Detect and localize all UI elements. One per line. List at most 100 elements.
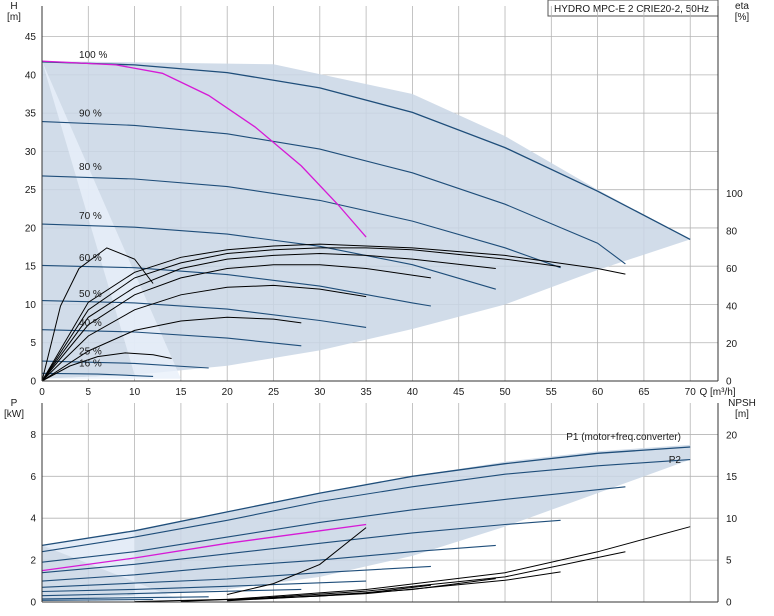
y2-tick-label: 100: [726, 189, 743, 200]
y-tick-label: 40: [25, 70, 37, 81]
y2-tick-label: 80: [726, 227, 738, 238]
x-tick-label: 5: [86, 387, 92, 398]
y-tick-label: 20: [25, 223, 37, 234]
speed-label: 60 %: [79, 253, 102, 264]
speed-curve: [41, 223, 496, 290]
speed-label: 25 %: [79, 346, 102, 357]
npsh-curve: [134, 584, 431, 603]
y-tick-label: 8: [30, 430, 36, 441]
y-tick-label: 6: [30, 472, 36, 483]
speed-label: 16 %: [79, 359, 102, 370]
speed-label: 40 %: [79, 318, 102, 329]
speed-label: 50 %: [79, 289, 102, 300]
x-tick-label: 40: [407, 387, 419, 398]
y2-axis-title: eta: [735, 1, 749, 12]
head-envelope: [42, 61, 691, 379]
eta-curve: [41, 247, 154, 382]
speed-label: 100 %: [79, 50, 107, 61]
y-tick-label: 4: [30, 514, 36, 525]
y-axis-title: [m]: [7, 12, 21, 23]
speed-label: 90 %: [79, 108, 102, 119]
y2-tick-label: 40: [726, 302, 738, 313]
y2-tick-label: 0: [726, 377, 732, 388]
y-tick-label: 5: [30, 338, 36, 349]
eta-curve: [41, 284, 367, 382]
speed-curve: [41, 121, 626, 265]
speed-curve: [41, 459, 691, 553]
series-label: P1 (motor+freq.converter): [566, 432, 681, 443]
max-speed-curve: [41, 60, 367, 238]
speed-curve: [41, 300, 367, 328]
y-tick-label: 35: [25, 109, 37, 120]
speed-curve: [41, 580, 367, 593]
y-tick-label: 25: [25, 185, 37, 196]
y2-tick-label: 60: [726, 264, 738, 275]
speed-curve: [41, 61, 691, 240]
y-tick-label: 2: [30, 556, 36, 567]
y-axis-title: H: [10, 1, 17, 12]
speed-curve: [41, 264, 431, 307]
npsh-curve: [227, 527, 367, 595]
power-envelope: [42, 444, 691, 600]
speed-label: 80 %: [79, 162, 102, 173]
y2-axis-title: [m]: [735, 409, 749, 420]
y-tick-label: 45: [25, 32, 37, 43]
y2-tick-label: 0: [726, 598, 732, 609]
power-labels: P1 (motor+freq.converter) P2: [566, 432, 681, 466]
x-tick-label: 65: [638, 387, 650, 398]
operating-envelope: [42, 444, 691, 600]
speed-curve: [41, 372, 154, 377]
power-curves: [41, 446, 691, 603]
speed-curve: [41, 446, 691, 547]
y-tick-label: 10: [25, 300, 37, 311]
x-tick-label: 20: [222, 387, 234, 398]
y2-tick-label: 15: [726, 472, 738, 483]
eta-curve: [41, 316, 302, 382]
y-tick-label: 0: [30, 598, 36, 609]
y2-axis-title: NPSH: [728, 398, 756, 409]
speed-curve: [41, 596, 209, 600]
speed-curve: [41, 175, 561, 269]
operating-envelope-low-zone: [42, 530, 181, 600]
x-tick-label: 55: [546, 387, 558, 398]
eta-curve: [41, 252, 496, 382]
eta-curve: [41, 243, 626, 382]
head-labels: 100 % 90 % 80 % 70 % 60 % 50 % 40 % 25 % 16 %: [79, 50, 107, 369]
x-tick-label: 35: [361, 387, 373, 398]
x-tick-label: 0: [39, 387, 45, 398]
x-tick-label: 30: [314, 387, 326, 398]
operating-envelope-low-zone: [42, 61, 181, 379]
head-axes: 051015202530354045020406080100H[m]eta[%]…: [7, 1, 749, 398]
eta-curve: [41, 264, 431, 382]
x-axis-title: Q [m³/h]: [699, 387, 735, 398]
y2-tick-label: 20: [726, 430, 738, 441]
npsh-curve: [227, 526, 691, 600]
x-tick-label: 70: [685, 387, 697, 398]
chart-title: HYDRO MPC-E 2 CRIE20-2, 50Hz: [554, 4, 709, 15]
x-tick-label: 60: [592, 387, 604, 398]
speed-curve: [41, 519, 561, 574]
x-tick-label: 50: [499, 387, 511, 398]
speed-curve: [41, 360, 209, 369]
y2-axis-title: [%]: [735, 12, 750, 23]
speed-curve: [41, 329, 302, 347]
head-curves: [41, 60, 691, 382]
x-tick-label: 45: [453, 387, 465, 398]
series-label: P2: [669, 455, 682, 466]
speed-curve: [41, 544, 496, 582]
y2-tick-label: 5: [726, 556, 732, 567]
y2-tick-label: 20: [726, 339, 738, 350]
y-tick-label: 0: [30, 377, 36, 388]
speed-label: 70 %: [79, 211, 102, 222]
speed-curve: [41, 588, 302, 597]
npsh-curve: [227, 551, 626, 601]
y-axis-title: [kW]: [4, 409, 24, 420]
speed-curve: [41, 565, 431, 588]
y2-tick-label: 10: [726, 514, 738, 525]
y-tick-label: 30: [25, 147, 37, 158]
power-axes: 0 2 4 6 8 0 5 10 15 20 P[kW] NPSH[m]: [4, 398, 756, 609]
speed-curve: [41, 486, 626, 563]
operating-envelope: [42, 61, 691, 379]
